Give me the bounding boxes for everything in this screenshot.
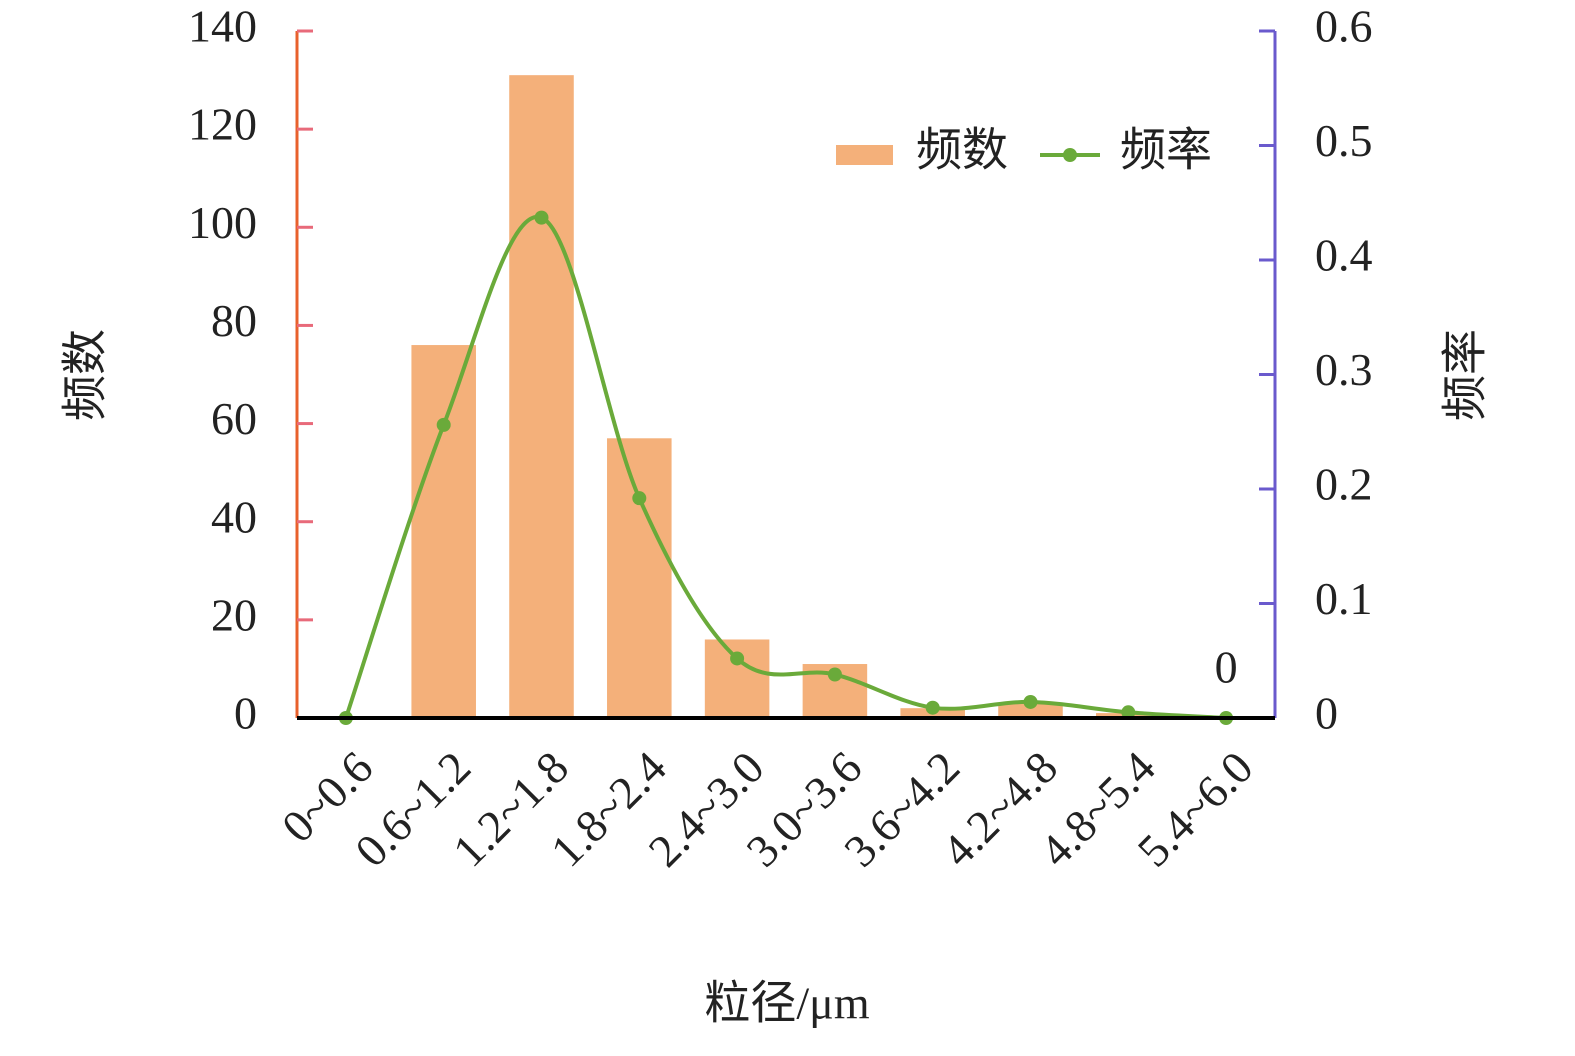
y-tick-label: 140	[188, 1, 257, 52]
y-tick-label: 40	[211, 491, 257, 542]
legend-marker	[1063, 148, 1077, 162]
bar	[411, 345, 476, 718]
y2-tick-label: 0.6	[1315, 1, 1373, 52]
data-label: 0	[1215, 642, 1238, 693]
y-tick-label: 80	[211, 295, 257, 346]
line-marker	[534, 210, 549, 225]
bar	[998, 703, 1063, 718]
y2-tick-label: 0.3	[1315, 344, 1373, 395]
line-marker	[730, 651, 745, 666]
y-tick-label: 100	[188, 197, 257, 248]
line-marker	[632, 491, 647, 506]
y2-axis-title: 频率	[1440, 329, 1491, 421]
y-tick-label: 20	[211, 589, 257, 640]
line-marker	[1023, 694, 1038, 709]
y-axis-title: 频数	[60, 329, 111, 421]
legend-label: 频数	[916, 125, 1008, 176]
line	[344, 214, 1227, 720]
legend-swatch	[836, 145, 893, 165]
y2-tick-label: 0.2	[1315, 459, 1373, 510]
line-marker	[827, 667, 842, 682]
y2-tick-label: 0	[1315, 688, 1338, 739]
y-tick-label: 120	[188, 99, 257, 150]
legend-label: 频率	[1120, 125, 1212, 176]
y-tick-label: 60	[211, 393, 257, 444]
x-axis-title: 粒径/μm	[704, 978, 869, 1029]
bar	[509, 75, 574, 718]
bar	[704, 639, 770, 718]
y2-tick-label: 0.5	[1315, 115, 1373, 166]
line-marker	[1121, 705, 1136, 720]
line-marker	[925, 700, 940, 715]
bar	[607, 438, 672, 718]
y2-tick-label: 0.1	[1315, 573, 1373, 624]
line-marker	[436, 417, 451, 432]
y-tick-label: 0	[234, 688, 257, 739]
y2-tick-label: 0.4	[1315, 230, 1373, 281]
